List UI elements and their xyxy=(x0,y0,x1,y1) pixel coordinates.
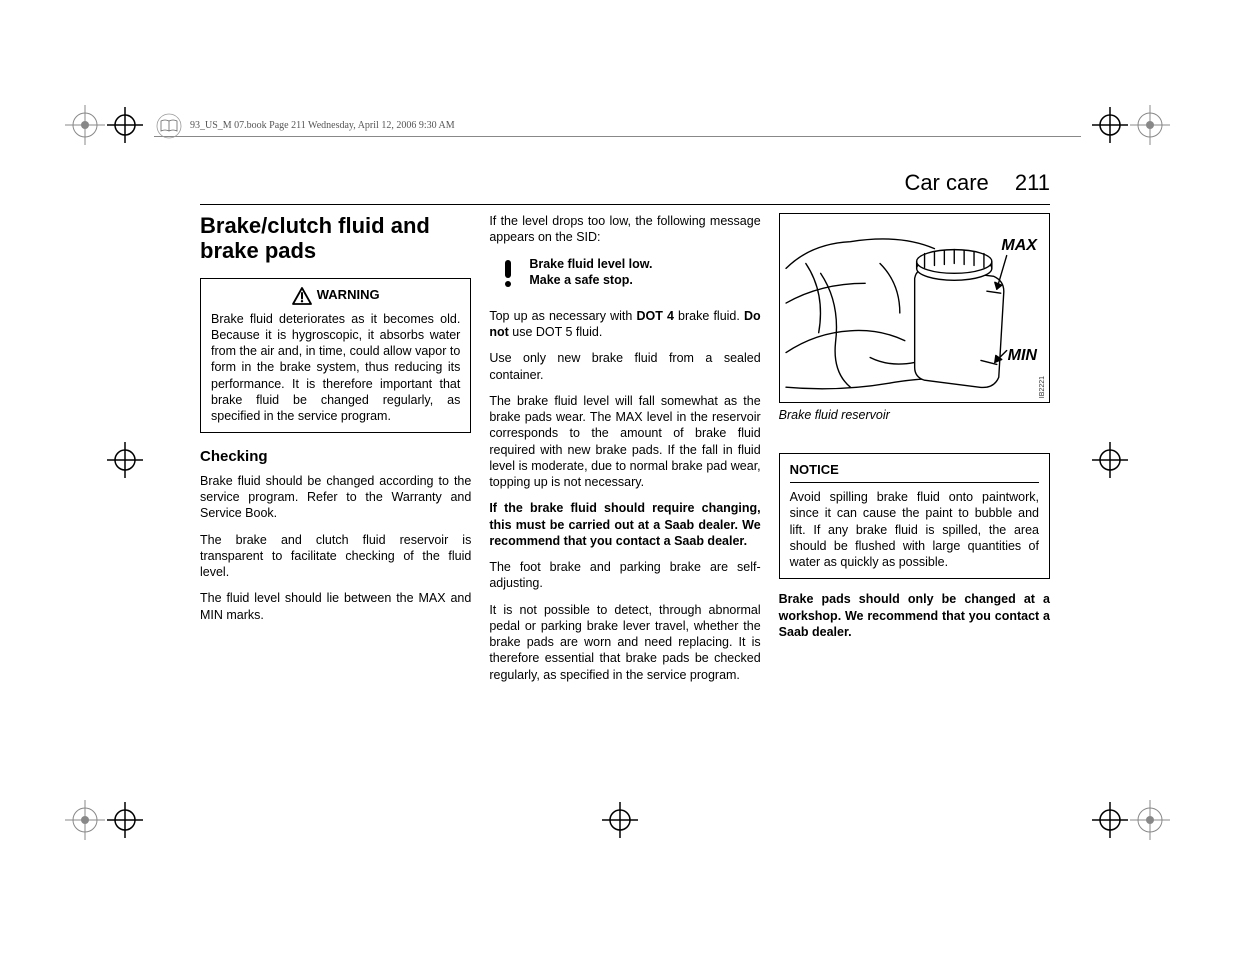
crop-mark-icon xyxy=(65,800,105,840)
crop-mark-icon xyxy=(1130,800,1170,840)
column-2: If the level drops too low, the followin… xyxy=(489,213,760,693)
book-icon xyxy=(155,112,183,140)
warning-text: Brake fluid deteriorates as it becomes o… xyxy=(211,311,460,425)
page-number: 211 xyxy=(1015,170,1050,195)
reservoir-figure: MAX MIN IB2221 xyxy=(779,213,1050,403)
notice-label: NOTICE xyxy=(790,462,1039,483)
column-1: Brake/clutch fluid and brake pads WARNIN… xyxy=(200,213,471,693)
info-exclaim-icon xyxy=(501,258,515,294)
detect-text: It is not possible to detect, through ab… xyxy=(489,602,760,683)
figure-caption: Brake fluid reservoir xyxy=(779,407,1050,423)
crop-mark-icon xyxy=(1130,105,1170,145)
checking-heading: Checking xyxy=(200,447,471,467)
checking-p2: The brake and clutch fluid reservoir is … xyxy=(200,532,471,581)
crop-mark-icon xyxy=(1090,800,1130,840)
warning-triangle-icon xyxy=(292,287,312,305)
warning-box: WARNING Brake fluid deteriorates as it b… xyxy=(200,278,471,434)
topup-text: Top up as necessary with DOT 4 brake flu… xyxy=(489,308,760,341)
figure-code: IB2221 xyxy=(1038,376,1047,398)
sid-line2: Make a safe stop. xyxy=(529,272,652,289)
crop-mark-icon xyxy=(1090,440,1130,480)
max-label: MAX xyxy=(1001,236,1037,257)
crop-mark-icon xyxy=(600,800,640,840)
column-3: MAX MIN IB2221 Brake fluid reservoir NOT… xyxy=(779,213,1050,693)
checking-p1: Brake fluid should be changed according … xyxy=(200,473,471,522)
crop-mark-icon xyxy=(105,440,145,480)
notice-text: Avoid spilling brake fluid onto paintwor… xyxy=(790,489,1039,570)
document-header: 93_US_M 07.book Page 211 Wednesday, Apri… xyxy=(190,120,455,131)
sid-intro: If the level drops too low, the followin… xyxy=(489,213,760,246)
sealed-text: Use only new brake fluid from a sealed c… xyxy=(489,350,760,383)
sid-message: Brake fluid level low. Make a safe stop. xyxy=(501,256,760,294)
selfadj-text: The foot brake and parking brake are sel… xyxy=(489,559,760,592)
main-heading: Brake/clutch fluid and brake pads xyxy=(200,213,471,264)
warning-label: WARNING xyxy=(317,287,380,304)
notice-box: NOTICE Avoid spilling brake fluid onto p… xyxy=(779,453,1050,579)
checking-p3: The fluid level should lie between the M… xyxy=(200,590,471,623)
dealer-text: If the brake fluid should require changi… xyxy=(489,500,760,549)
section-title: Car care xyxy=(904,170,988,195)
page-content: Car care 211 Brake/clutch fluid and brak… xyxy=(200,170,1050,693)
workshop-text: Brake pads should only be changed at a w… xyxy=(779,591,1050,640)
min-label: MIN xyxy=(1008,346,1037,367)
crop-mark-icon xyxy=(1090,105,1130,145)
crop-mark-icon xyxy=(65,105,105,145)
crop-mark-icon xyxy=(105,800,145,840)
crop-mark-icon xyxy=(105,105,145,145)
page-header: Car care 211 xyxy=(200,170,1050,196)
sid-line1: Brake fluid level low. xyxy=(529,256,652,273)
wear-text: The brake fluid level will fall somewhat… xyxy=(489,393,760,491)
header-rule xyxy=(200,204,1050,205)
